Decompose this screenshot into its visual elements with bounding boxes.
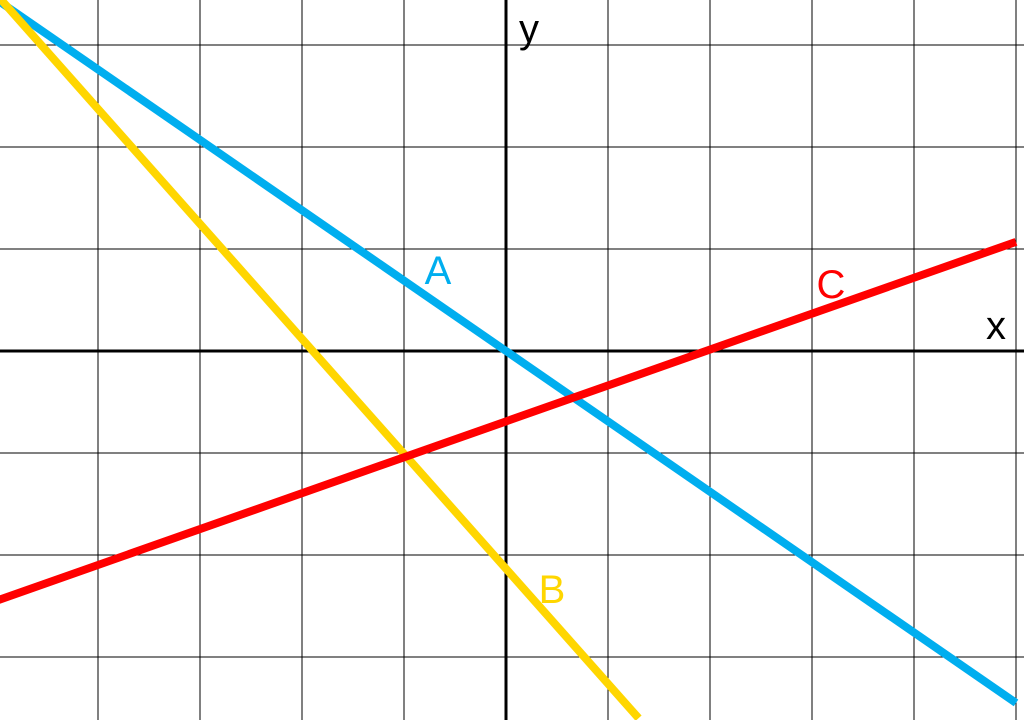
series-line-c [0,238,1018,604]
series-labels: A B C [425,249,846,612]
y-axis-label: y [519,7,539,51]
series-label-c: C [817,263,846,307]
series-line-b [0,0,642,720]
series-label-a: A [425,249,452,293]
series-line-a [0,0,1019,707]
x-axis-label: x [986,304,1006,348]
series-label-b: B [539,568,566,612]
